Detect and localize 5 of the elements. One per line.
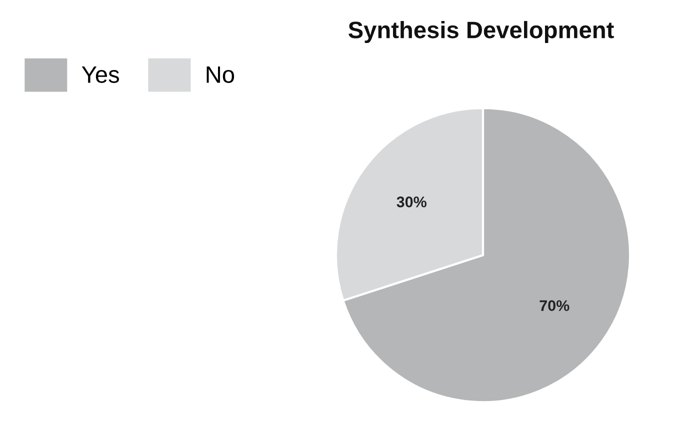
- legend-label: Yes: [82, 66, 119, 83]
- data-label: 30%: [396, 196, 427, 208]
- chart-title: Synthesis Development: [348, 20, 614, 44]
- legend-label: No: [206, 66, 234, 83]
- data-label: 70%: [540, 300, 570, 312]
